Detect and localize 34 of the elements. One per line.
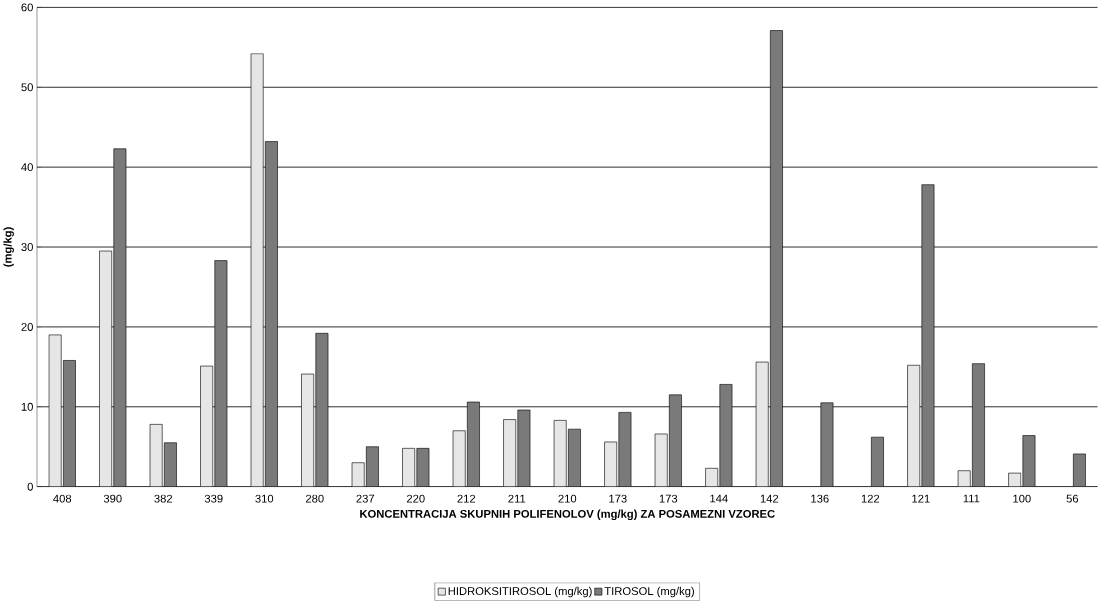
x-tick-label: 390 <box>103 494 122 503</box>
y-tick-label: 60 <box>21 3 33 12</box>
x-tick-label: 310 <box>255 494 274 503</box>
y-tick-label: 30 <box>21 243 33 252</box>
x-tick-label: 144 <box>710 494 728 503</box>
x-tick-label: 56 <box>1066 494 1079 503</box>
x-tick-label: 220 <box>406 494 425 503</box>
x-tick-label: 212 <box>457 494 476 503</box>
y-tick-label: 40 <box>21 163 33 172</box>
x-tick-label: 173 <box>659 494 678 503</box>
y-tick-label: 20 <box>21 323 33 331</box>
bar <box>871 436 884 487</box>
x-tick-label: 382 <box>154 494 173 503</box>
bar <box>1073 453 1086 487</box>
x-tick-label: 210 <box>558 494 577 503</box>
x-tick-label: 408 <box>53 494 72 503</box>
legend-label: HIDROKSITIROSOL (mg/kg) <box>448 586 592 598</box>
y-tick-label: 50 <box>21 83 33 92</box>
y-tick-label: 10 <box>21 402 33 411</box>
x-tick-label: 280 <box>305 494 324 503</box>
x-tick-label: 237 <box>356 494 375 503</box>
x-tick-label: 142 <box>760 494 779 503</box>
x-tick-label: 173 <box>609 494 627 503</box>
x-axis-title: KONCENTRACIJA SKUPNIH POLIFENOLOV (mg/kg) ZA POSAMEZNI VZOREC <box>360 509 775 521</box>
x-tick-label: 111 <box>963 494 980 503</box>
y-tick-label: 0 <box>27 482 33 491</box>
x-tick-label: 122 <box>861 494 880 503</box>
x-tick-label: 136 <box>811 494 829 503</box>
x-tick-label: 121 <box>912 494 930 503</box>
x-tick-label: 211 <box>508 494 526 503</box>
x-tick-label: 100 <box>1013 494 1031 503</box>
y-axis-title: (mg/kg) <box>3 227 14 267</box>
x-tick-label: 339 <box>204 494 223 503</box>
legend-label: TIROSOL (mg/kg) <box>604 586 694 598</box>
